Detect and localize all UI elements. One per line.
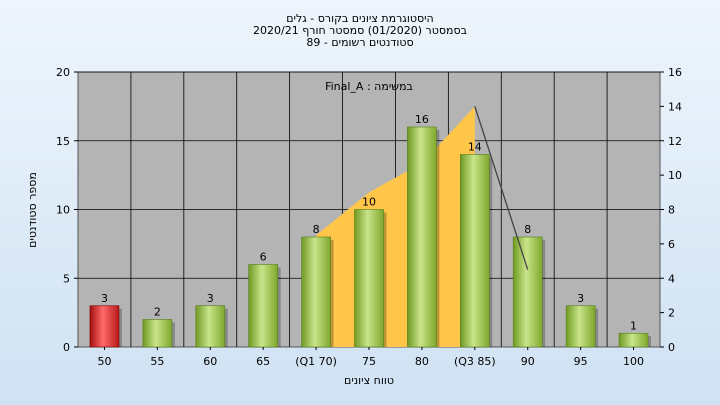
x-tick-label: 55 [150,355,164,368]
x-axis-title: טווח ציונים [344,374,394,387]
bar-100 [618,332,649,348]
bar-90 [512,236,543,348]
bar-value-label: 6 [260,251,267,264]
bar-value-label: 2 [154,306,161,319]
chart-title: היסטוגרמת ציונים בקורס - גלים בסמסטר (01… [253,12,467,49]
left-tick-label: 5 [63,272,70,285]
x-tick-label: 100 [623,355,644,368]
title-line-1: היסטוגרמת ציונים בקורס - גלים [286,12,434,25]
bar-value-label: 3 [207,292,214,305]
bar-75 [354,209,384,348]
bar-value-label: 1 [630,319,637,332]
right-tick-label: 14 [668,100,682,113]
x-tick-label: (Q1 70) [295,355,337,368]
bar-value-label: 8 [313,223,320,236]
right-tick-label: 0 [668,341,675,354]
bar-value-label: 8 [524,223,531,236]
bar-50 [89,305,120,348]
bar-value-label: 3 [101,292,108,305]
right-tick-label: 4 [668,272,675,285]
y-axis-title: מספר סטודנטים [26,172,39,248]
bar-value-label: 3 [577,292,584,305]
right-tick-label: 12 [668,135,682,148]
left-tick-label: 10 [56,204,70,217]
left-tick-label: 0 [63,341,70,354]
bar-(Q1 70) [301,236,331,348]
right-tick-label: 2 [668,307,675,320]
x-tick-label: 50 [97,355,111,368]
bar-95 [565,305,596,348]
bar-80 [407,126,437,348]
left-tick-label: 15 [56,135,70,148]
x-tick-label: 75 [362,355,376,368]
bar-labels: 3 2 3 6 8 10 16 14 8 3 1 [101,113,637,332]
x-tick-label: 80 [415,355,429,368]
right-tick-label: 16 [668,66,682,79]
left-tick-label: 20 [56,66,70,79]
trend-line [474,106,529,270]
right-y-axis: 0 2 4 6 8 10 12 14 16 [660,66,682,354]
x-axis: 50 55 60 65 (Q1 70) 75 80 (Q3 85) 90 95 100 [97,347,644,368]
x-tick-label: 60 [203,355,217,368]
x-tick-label: 65 [256,355,270,368]
x-tick-label: 90 [521,355,535,368]
bar-55 [142,319,173,348]
bar-value-label: 16 [415,113,429,126]
right-tick-label: 10 [668,169,682,182]
bars-layer [89,126,652,348]
bar-65 [248,264,278,348]
right-tick-label: 6 [668,238,675,251]
bar-(Q3 85) [460,154,490,348]
right-tick-label: 8 [668,204,675,217]
bar-value-label: 14 [468,141,482,154]
left-y-axis: 0 5 10 15 20 [56,66,78,354]
x-tick-label: 95 [574,355,588,368]
line-layer [474,106,529,270]
x-tick-label: (Q3 85) [454,355,496,368]
bar-value-label: 10 [362,196,376,209]
inner-title: Final_A : במשימה [325,80,413,93]
title-line-3: סטודנטים רשומים - 89 [306,36,413,49]
title-line-2: בסמסטר (01/2020) סמסטר חורף 2020/21 [253,24,467,37]
bar-60 [195,305,226,348]
